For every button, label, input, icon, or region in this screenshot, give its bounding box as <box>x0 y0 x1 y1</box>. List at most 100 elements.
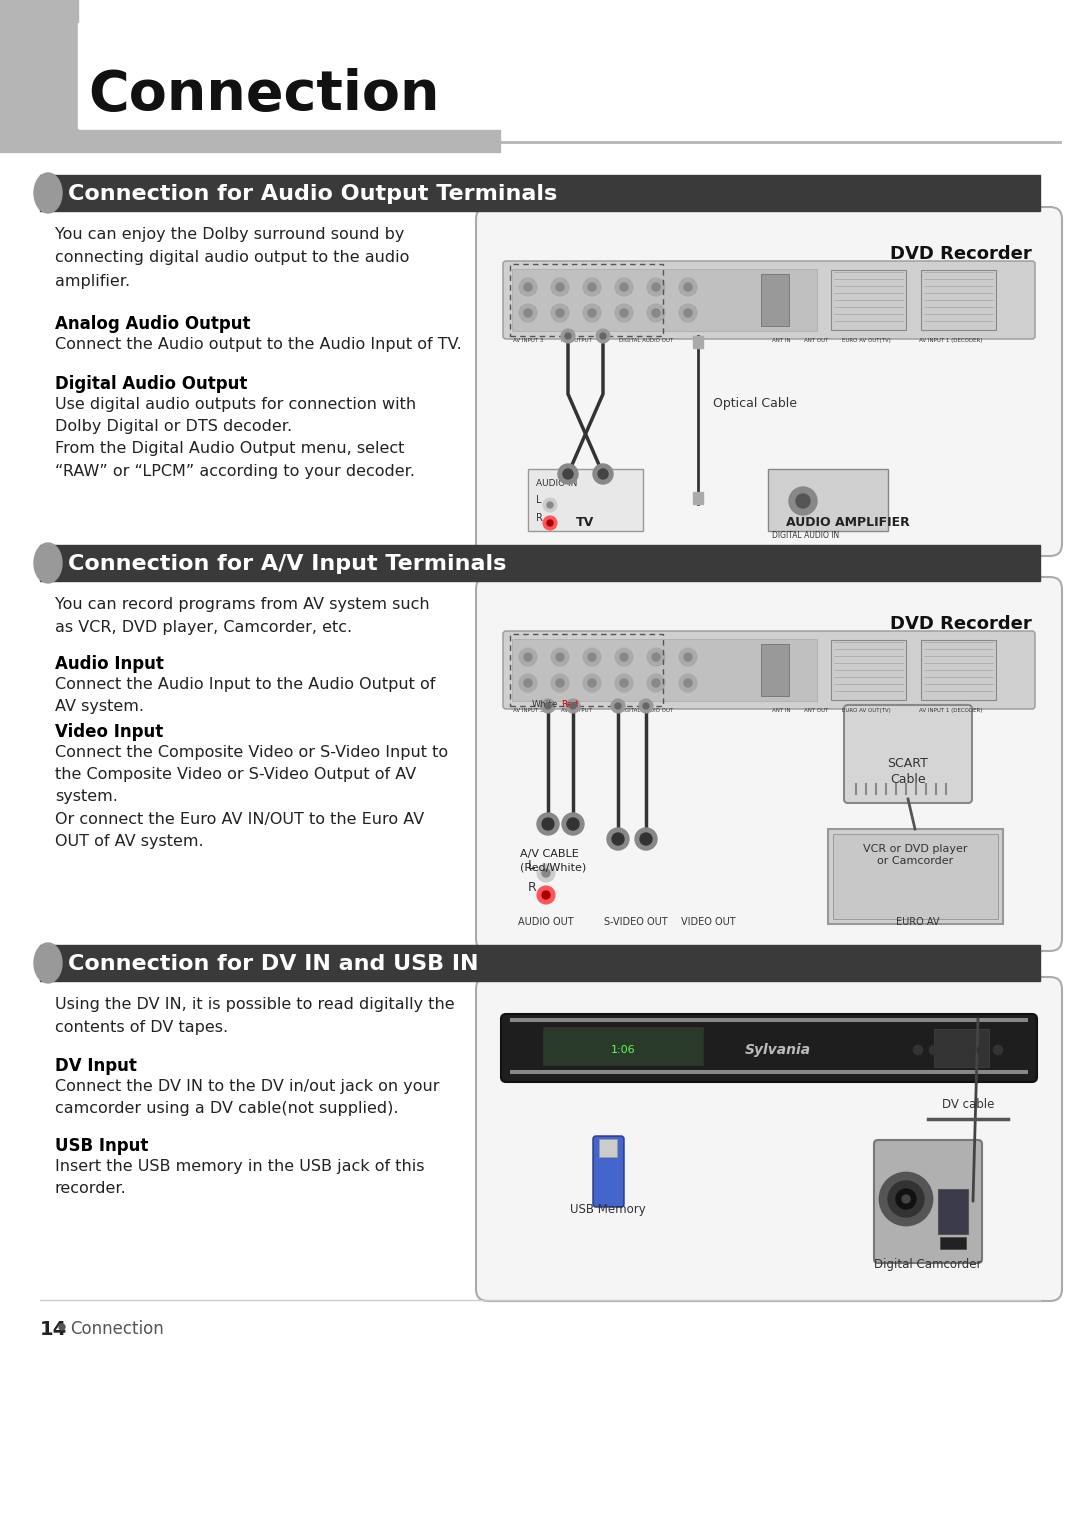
Circle shape <box>583 649 600 665</box>
Text: White: White <box>531 700 558 710</box>
Circle shape <box>647 649 665 665</box>
Circle shape <box>551 278 569 296</box>
Bar <box>543 1027 703 1065</box>
Text: You can record programs from AV system such
as VCR, DVD player, Camcorder, etc.: You can record programs from AV system s… <box>55 597 430 635</box>
Circle shape <box>537 887 555 903</box>
Circle shape <box>524 679 532 687</box>
Circle shape <box>993 1045 1003 1054</box>
Bar <box>0 130 500 153</box>
Text: Use digital audio outputs for connection with
Dolby Digital or DTS decoder.
From: Use digital audio outputs for connection… <box>55 397 416 479</box>
Circle shape <box>519 278 537 296</box>
Circle shape <box>945 1045 955 1054</box>
Bar <box>768 468 888 531</box>
Circle shape <box>583 674 600 691</box>
Text: AUDIO OUT: AUDIO OUT <box>518 917 573 926</box>
Text: Sylvania: Sylvania <box>745 1042 811 1058</box>
Circle shape <box>902 1195 910 1202</box>
Circle shape <box>615 649 633 665</box>
Circle shape <box>551 649 569 665</box>
FancyBboxPatch shape <box>503 630 1035 710</box>
Bar <box>693 491 703 504</box>
Circle shape <box>615 304 633 322</box>
FancyBboxPatch shape <box>501 1013 1037 1082</box>
Circle shape <box>543 516 557 530</box>
Circle shape <box>567 818 579 830</box>
FancyBboxPatch shape <box>503 261 1035 339</box>
Bar <box>828 829 1003 925</box>
Circle shape <box>684 653 692 661</box>
Bar <box>934 1029 989 1067</box>
FancyBboxPatch shape <box>476 977 1062 1302</box>
Text: ANT OUT: ANT OUT <box>804 337 828 343</box>
Circle shape <box>620 282 627 291</box>
Text: Insert the USB memory in the USB jack of this
recorder.: Insert the USB memory in the USB jack of… <box>55 1160 424 1196</box>
Text: Digital Audio Output: Digital Audio Output <box>55 375 247 394</box>
Circle shape <box>615 703 621 710</box>
Text: AV OUTPUT: AV OUTPUT <box>561 708 592 713</box>
Circle shape <box>524 282 532 291</box>
Text: R: R <box>528 881 537 894</box>
Text: DIGITAL AUDIO OUT: DIGITAL AUDIO OUT <box>619 337 673 343</box>
Circle shape <box>640 833 652 845</box>
Circle shape <box>588 653 596 661</box>
Text: Connection: Connection <box>70 1320 164 1338</box>
FancyBboxPatch shape <box>476 577 1062 951</box>
FancyBboxPatch shape <box>476 208 1062 555</box>
Circle shape <box>896 1189 916 1209</box>
Bar <box>512 639 816 700</box>
Circle shape <box>643 703 649 710</box>
Circle shape <box>977 1045 987 1054</box>
Text: AV INPUT 1 (DECODER): AV INPUT 1 (DECODER) <box>919 708 983 713</box>
Circle shape <box>543 497 557 513</box>
FancyBboxPatch shape <box>874 1140 982 1264</box>
Text: DV Input: DV Input <box>55 1058 137 1074</box>
Bar <box>833 835 998 919</box>
Text: 14: 14 <box>40 1320 67 1338</box>
Circle shape <box>546 502 553 508</box>
Text: DIGITAL AUDIO IN: DIGITAL AUDIO IN <box>772 531 839 540</box>
Circle shape <box>600 333 606 339</box>
Text: Audio Input: Audio Input <box>55 655 164 673</box>
FancyBboxPatch shape <box>843 705 972 803</box>
Circle shape <box>647 278 665 296</box>
Text: AUDIO AMPLIFIER: AUDIO AMPLIFIER <box>786 516 909 530</box>
Circle shape <box>542 891 550 899</box>
Circle shape <box>647 304 665 322</box>
Text: Digital Camcorder: Digital Camcorder <box>874 1257 982 1271</box>
Circle shape <box>652 653 660 661</box>
Circle shape <box>598 468 608 479</box>
Text: EURO AV OUT(TV): EURO AV OUT(TV) <box>841 708 890 713</box>
Circle shape <box>612 833 624 845</box>
Circle shape <box>620 653 627 661</box>
Text: L: L <box>528 859 535 871</box>
Bar <box>599 1138 617 1157</box>
Circle shape <box>607 829 629 850</box>
Text: Connect the Audio Input to the Audio Output of
AV system.: Connect the Audio Input to the Audio Out… <box>55 678 435 714</box>
Circle shape <box>537 864 555 882</box>
Circle shape <box>562 813 584 835</box>
Circle shape <box>596 330 610 343</box>
Ellipse shape <box>33 943 62 983</box>
Bar <box>939 1189 968 1235</box>
Circle shape <box>880 1173 932 1225</box>
Circle shape <box>961 1045 971 1054</box>
Circle shape <box>615 278 633 296</box>
Circle shape <box>551 674 569 691</box>
Circle shape <box>558 464 578 484</box>
Bar <box>40 545 1040 581</box>
Text: ANT IN: ANT IN <box>772 337 791 343</box>
Circle shape <box>524 653 532 661</box>
Circle shape <box>929 1045 939 1054</box>
Circle shape <box>615 674 633 691</box>
Circle shape <box>556 679 564 687</box>
Circle shape <box>542 868 550 877</box>
Text: TV: TV <box>576 516 594 530</box>
Bar <box>761 644 789 696</box>
Bar <box>761 275 789 327</box>
Text: Red: Red <box>562 700 579 710</box>
Text: Connect the Composite Video or S-Video Input to
the Composite Video or S-Video O: Connect the Composite Video or S-Video I… <box>55 745 448 848</box>
Text: A/V CABLE
(Red/White): A/V CABLE (Red/White) <box>519 848 586 873</box>
Text: USB Input: USB Input <box>55 1137 148 1155</box>
Text: DVD Recorder: DVD Recorder <box>890 246 1032 262</box>
Text: 1:06: 1:06 <box>610 1045 635 1054</box>
